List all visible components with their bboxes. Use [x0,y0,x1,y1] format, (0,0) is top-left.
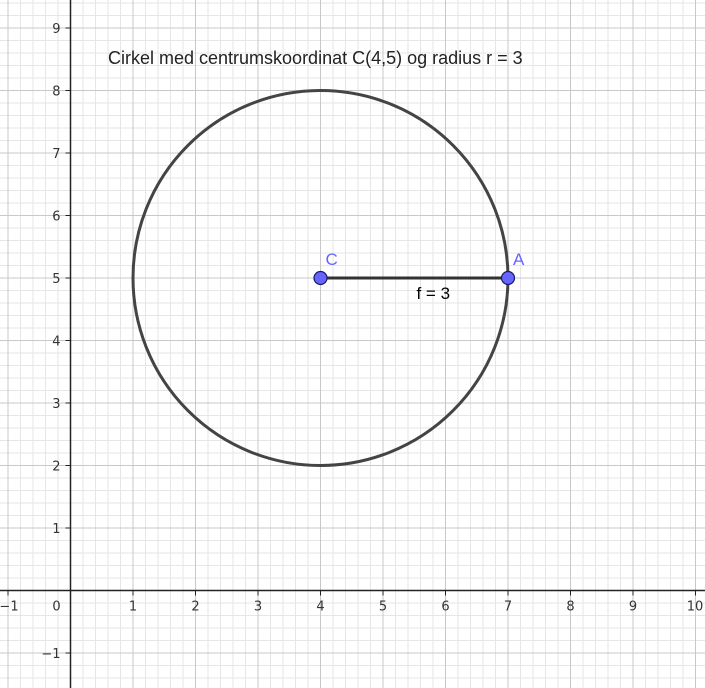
y-tick-label: 9 [52,22,60,37]
x-tick-label: 10 [687,600,704,615]
x-tick-label: −1 [0,600,19,615]
y-tick-label: 2 [52,460,60,475]
y-tick-label: 8 [52,85,60,100]
point-label-a: A [513,250,525,269]
y-tick-label: 6 [52,210,60,225]
x-tick-label: 2 [191,600,199,615]
point-a[interactable] [500,270,516,286]
y-tick-label: −1 [41,647,60,662]
y-tick-labels: −1 1 2 3 4 5 6 7 8 9 [41,22,71,662]
point-label-c: C [326,250,338,269]
x-tick-label: 0 [52,600,60,615]
x-tick-labels: −1 0 1 2 3 4 5 6 7 8 9 10 [0,590,704,615]
caption-text: Cirkel med centrumskoordinat C(4,5) og r… [108,48,523,68]
x-tick-label: 4 [316,600,324,615]
y-tick-label: 7 [52,147,60,162]
x-tick-label: 8 [566,600,574,615]
y-tick-label: 1 [52,522,60,537]
x-tick-label: 9 [629,600,637,615]
x-tick-label: 3 [254,600,262,615]
y-tick-label: 3 [52,397,60,412]
x-tick-label: 7 [504,600,512,615]
point-c[interactable] [313,270,328,286]
segment-label: f = 3 [416,284,450,303]
y-tick-label: 4 [52,335,60,350]
x-tick-label: 6 [441,600,449,615]
x-tick-label: 1 [129,600,137,615]
y-tick-label: 5 [52,272,60,287]
x-tick-label: 5 [379,600,387,615]
